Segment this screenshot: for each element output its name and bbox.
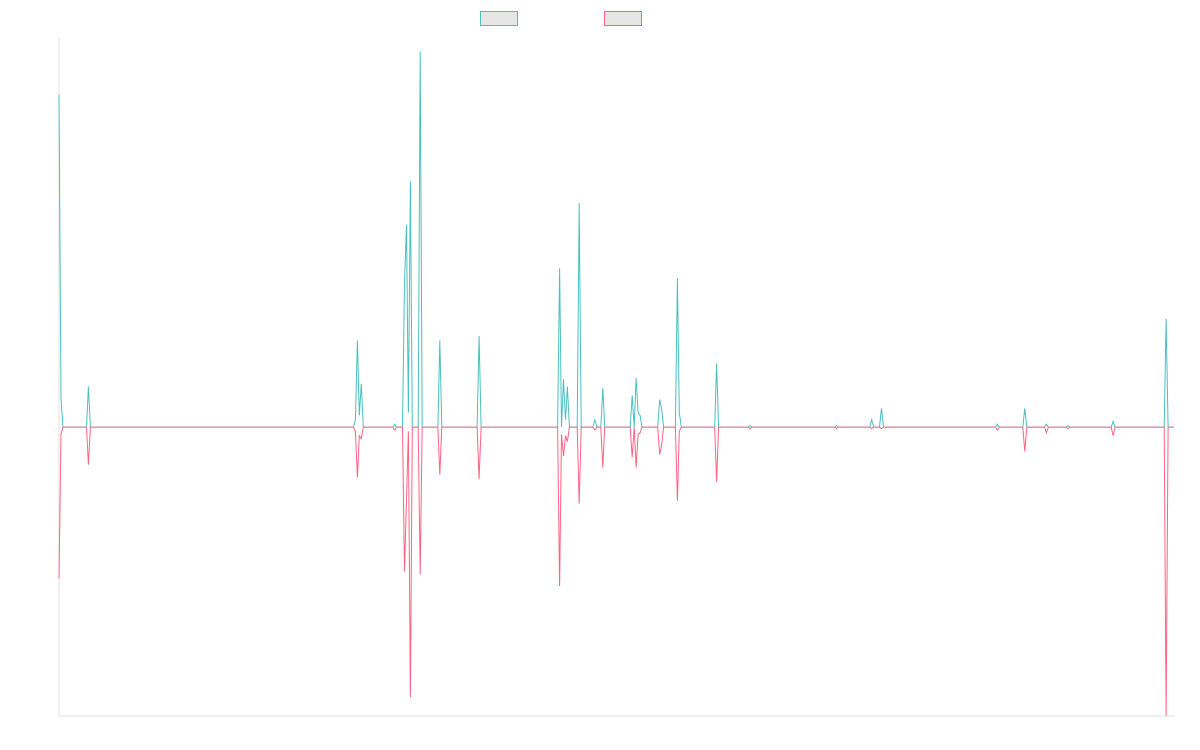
series-line-2 [58, 426, 1174, 717]
legend-swatch-series-1 [480, 10, 518, 26]
series-line-1 [58, 51, 1174, 428]
chart-legend [0, 9, 1200, 27]
legend-item-series-2[interactable] [604, 9, 648, 27]
legend-swatch-series-2 [604, 10, 642, 26]
legend-item-series-1[interactable] [480, 9, 524, 27]
